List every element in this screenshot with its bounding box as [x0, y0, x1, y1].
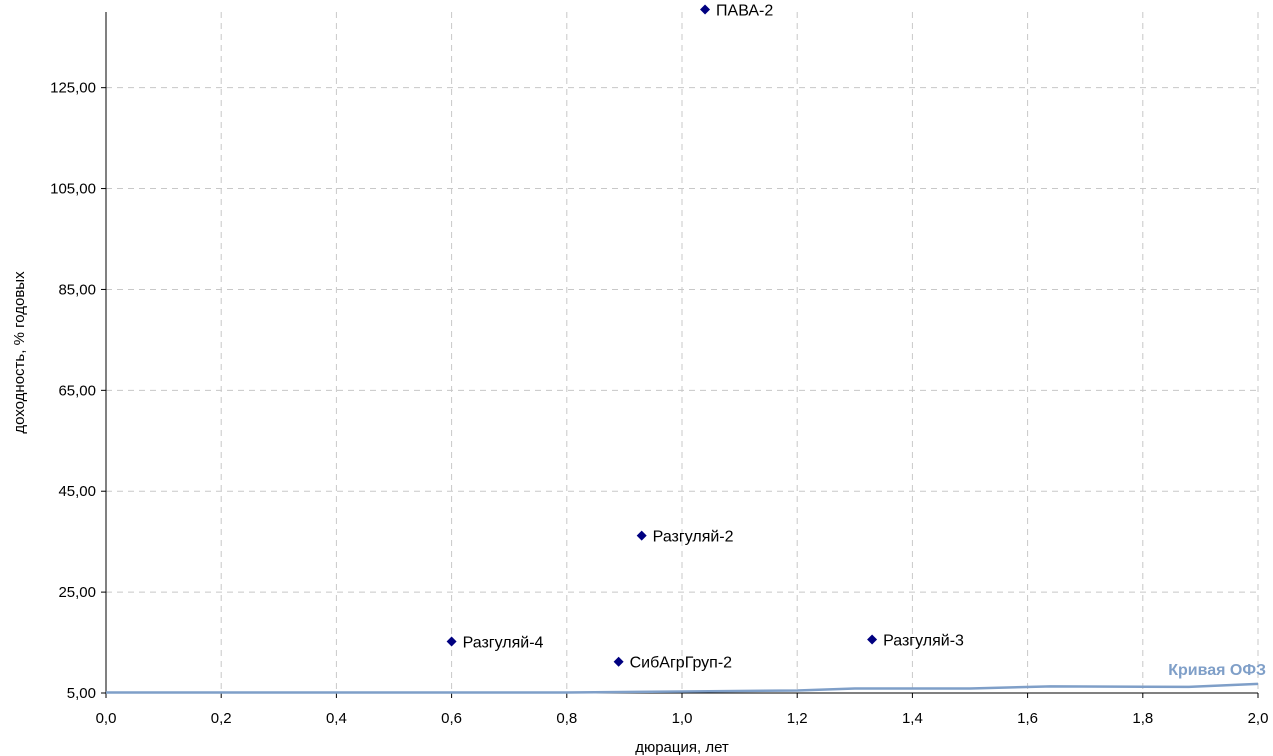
x-tick-label: 0,4 [326, 710, 347, 727]
y-tick-label: 45,00 [58, 483, 96, 500]
data-point-label: СибАгрГруп-2 [630, 655, 733, 672]
y-tick-label: 105,00 [50, 181, 96, 198]
data-point-marker [446, 636, 457, 647]
data-point-label: ПАВА-2 [716, 2, 773, 19]
x-tick-label: 0,2 [211, 710, 232, 727]
x-tick-label: 1,4 [902, 710, 923, 727]
ofz-curve-line [106, 682, 1259, 694]
ofz-curve-label: Кривая ОФЗ [1168, 662, 1266, 679]
x-tick-label: 1,6 [1017, 710, 1038, 727]
y-tick-label: 65,00 [58, 382, 96, 399]
data-point-marker [636, 530, 647, 541]
data-point-label: Разгуляй-3 [883, 633, 964, 650]
y-tick-label: 5,00 [67, 685, 96, 702]
x-tick-label: 0,8 [556, 710, 577, 727]
data-point-marker [613, 656, 624, 667]
grid-lines [106, 12, 1259, 693]
x-tick-label: 1,8 [1132, 710, 1153, 727]
bond-points-series: ПАВА-2 Разгуляй-2 Разгуляй-4 СибАгрГруп-2 Ра… [446, 2, 964, 672]
data-point-marker [867, 634, 878, 645]
y-axis-ticks: 5,00 25,00 45,00 65,00 85,00 105,00 125,00 [50, 80, 106, 702]
x-axis-title: дюрация, лет [635, 739, 729, 756]
y-tick-label: 125,00 [50, 80, 96, 97]
x-tick-label: 1,2 [787, 710, 808, 727]
data-point-label: Разгуляй-4 [463, 635, 544, 652]
ofz-curve-series [106, 682, 1259, 694]
x-tick-label: 2,0 [1248, 710, 1269, 727]
x-tick-label: 1,0 [672, 710, 693, 727]
y-tick-label: 85,00 [58, 281, 96, 298]
y-axis-title: доходность, % годовых [11, 271, 28, 434]
x-tick-label: 0,0 [96, 710, 117, 727]
y-tick-label: 25,00 [58, 584, 96, 601]
data-point-marker [700, 4, 711, 15]
x-axis-ticks: 0,0 0,2 0,4 0,6 0,8 1,0 1,2 1,4 1,6 1,8 2,0 [96, 693, 1269, 727]
data-point-label: Разгуляй-2 [653, 529, 734, 546]
x-tick-label: 0,6 [441, 710, 462, 727]
